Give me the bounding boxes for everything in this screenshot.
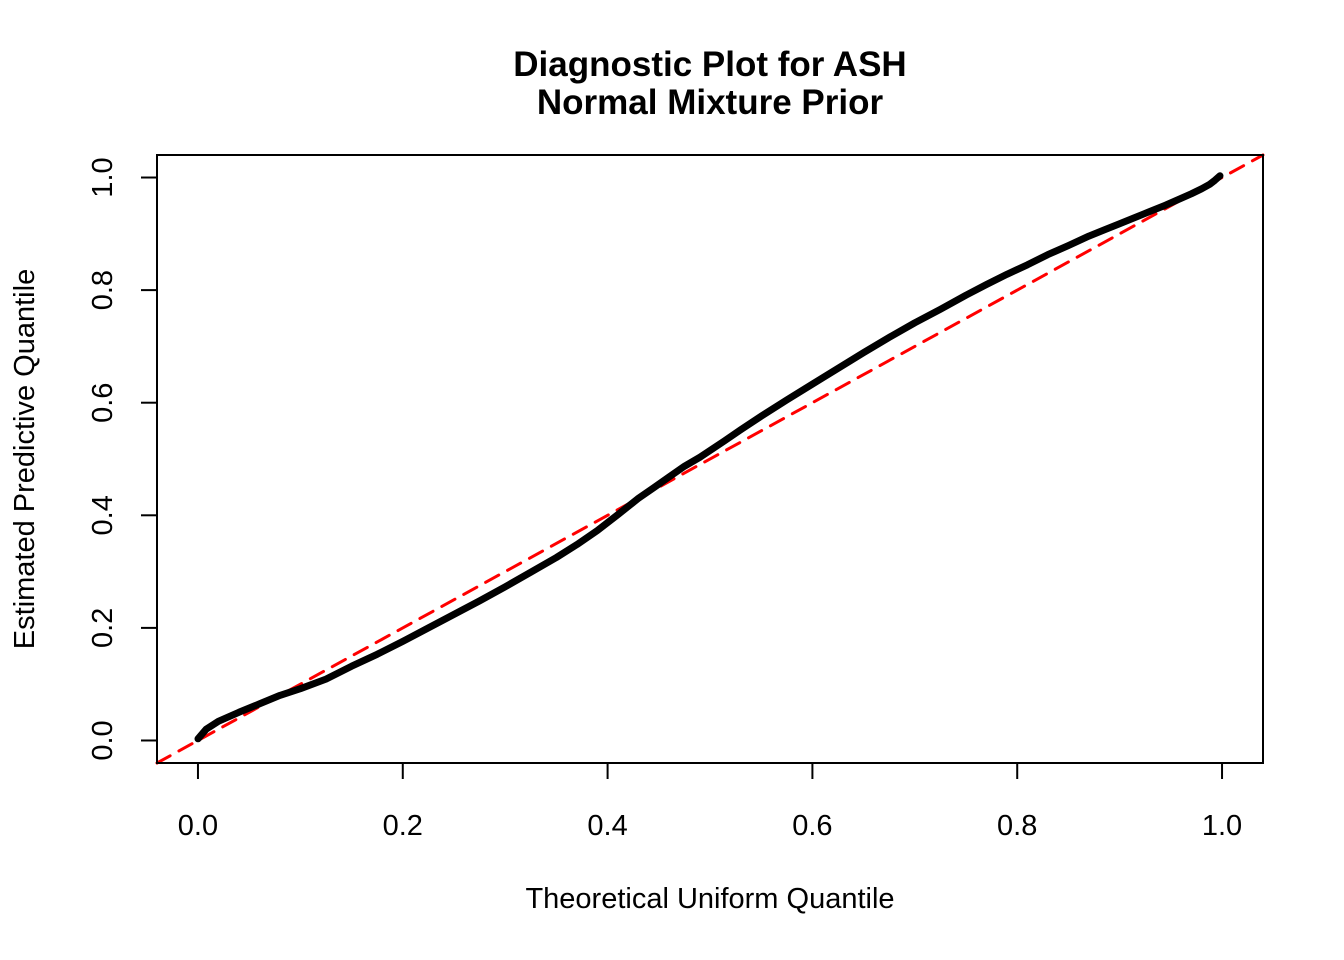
y-axis-title: Estimated Predictive Quantile: [9, 269, 41, 649]
estimated-vs-theoretical-quantile-curve: [194, 172, 1224, 743]
y-tick-label: 0.6: [87, 383, 119, 423]
y-tick-label: 0.4: [87, 495, 119, 535]
x-tick-label: 0.4: [587, 810, 627, 842]
y-tick-label: 0.0: [87, 720, 119, 760]
y-tick-label: 0.2: [87, 608, 119, 648]
x-tick-label: 0.2: [383, 810, 423, 842]
x-tick-label: 1.0: [1202, 810, 1242, 842]
plot-area: 0.0 0.2 0.4 0.6 0.8 1.0 0.0 0.2 0.4 0.6 0.8 1.0: [87, 153, 1265, 842]
x-axis-title: Theoretical Uniform Quantile: [525, 883, 894, 915]
plot-title-line-1: Diagnostic Plot for ASH: [513, 45, 906, 84]
plot-box: [156, 154, 1264, 764]
x-tick-label: 0.6: [792, 810, 832, 842]
identity-reference-line: [155, 153, 1265, 765]
plot-title-line-2: Normal Mixture Prior: [537, 83, 884, 122]
x-tick-label: 0.0: [178, 810, 218, 842]
y-tick-label: 0.8: [87, 270, 119, 310]
y-tick-label: 1.0: [87, 157, 119, 197]
x-tick-label: 0.8: [997, 810, 1037, 842]
